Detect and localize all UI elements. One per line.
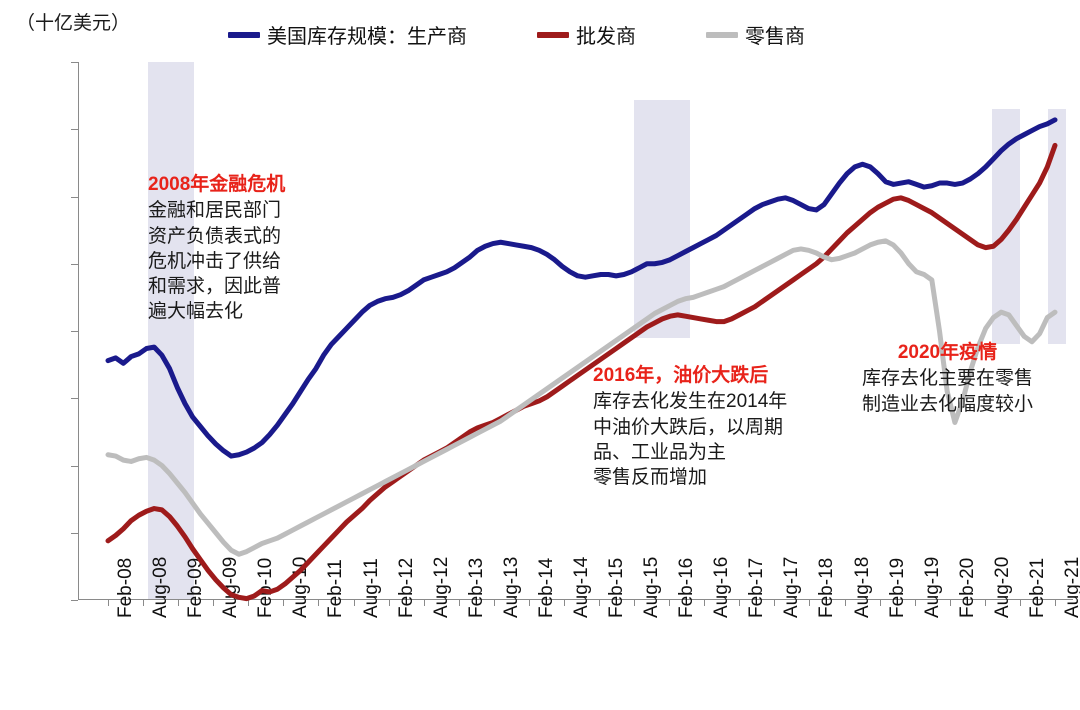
- x-axis-tick: [599, 599, 601, 606]
- x-axis-tick: [809, 599, 811, 606]
- plot-area: 390440490540590640690740790 Feb-08Aug-08…: [71, 62, 1080, 618]
- x-axis-tick: [423, 599, 425, 606]
- x-axis-tick: [739, 599, 741, 606]
- legend-label-wholesaler: 批发商: [576, 26, 636, 48]
- x-axis-tick: [528, 599, 530, 606]
- x-axis-tick: [248, 599, 250, 606]
- x-axis-tick: [704, 599, 706, 606]
- legend-swatch-wholesaler: [537, 31, 569, 38]
- chart-legend: 美国库存规模：生产商 批发商 零售商: [228, 20, 805, 49]
- y-axis-line: [78, 62, 79, 600]
- annotation-oil-price-drop: 2016年，油价大跌后 库存去化发生在2014年 中油价大跌后，以周期 品、工业…: [593, 363, 787, 490]
- series-line-wholesaler: [105, 142, 1058, 602]
- y-axis-tick: [71, 465, 78, 467]
- y-axis-unit-caption: （十亿美元）: [16, 13, 131, 34]
- x-axis-tick: [634, 599, 636, 606]
- x-axis-tick: [844, 599, 846, 606]
- annotation-body: 金融和居民部门 资产负债表式的 危机冲击了供给 和需求，因此普 遍大幅去化: [148, 200, 282, 323]
- series-lines: [105, 117, 1058, 602]
- y-axis-tick: [71, 331, 78, 332]
- annotation-title: 2020年疫情: [897, 342, 998, 363]
- legend-label-retailer: 零售商: [745, 26, 805, 48]
- annotation-body: 库存去化发生在2014年 中油价大跌后，以周期 品、工业品为主 零售反而增加: [593, 391, 788, 489]
- annotation-financial-crisis: 2008年金融危机 金融和居民部门 资产负债表式的 危机冲击了供给 和需求，因此…: [148, 172, 285, 325]
- shaded-band-covid-2020b: [1047, 109, 1066, 345]
- x-axis-tick: [879, 599, 881, 606]
- x-axis-tick: [914, 599, 916, 606]
- x-axis-tick: [178, 599, 180, 606]
- y-axis-tick: [71, 62, 78, 63]
- y-axis-tick: [71, 129, 78, 131]
- series-line-retailer: [105, 238, 1058, 557]
- legend-item-wholesaler[interactable]: 批发商: [537, 20, 636, 49]
- x-axis-tick: [318, 599, 320, 606]
- legend-swatch-producer: [228, 31, 260, 38]
- annotation-title: 2008年金融危机: [148, 174, 286, 195]
- x-axis-tick: [353, 599, 355, 606]
- legend-swatch-retailer: [706, 31, 738, 38]
- x-axis-tick: [283, 599, 285, 606]
- x-axis-tick: [1055, 599, 1056, 606]
- x-axis-tick: [388, 599, 390, 606]
- annotation-title: 2016年，油价大跌后: [593, 365, 769, 386]
- annotation-body: 库存去化主要在零售 制造业去化幅度较小: [862, 368, 1034, 415]
- x-axis-tick: [213, 599, 215, 606]
- x-axis-tick: [563, 599, 565, 606]
- y-axis-tick: [71, 398, 78, 400]
- x-axis-tick: [493, 599, 495, 606]
- x-axis-tick: [458, 599, 460, 606]
- legend-item-retailer[interactable]: 零售商: [706, 20, 805, 49]
- x-axis-line: [78, 599, 1073, 600]
- y-axis-tick: [71, 532, 78, 534]
- x-axis-tick: [143, 599, 145, 606]
- x-axis-tick: [1019, 599, 1021, 606]
- y-axis-tick: [71, 196, 78, 198]
- x-axis-tick: [669, 599, 671, 606]
- legend-item-producer[interactable]: 美国库存规模：生产商: [228, 20, 467, 49]
- x-axis-tick: [984, 599, 986, 606]
- series-line-producer: [105, 117, 1058, 459]
- legend-label-producer: 美国库存规模：生产商: [267, 26, 467, 48]
- x-axis-tick: [774, 599, 776, 606]
- y-axis-tick: [71, 263, 78, 265]
- x-axis-tick: [108, 599, 109, 606]
- y-axis-tick: [71, 600, 78, 601]
- x-axis-tick: [949, 599, 951, 606]
- annotation-covid: 2020年疫情 库存去化主要在零售 制造业去化幅度较小: [862, 340, 1033, 417]
